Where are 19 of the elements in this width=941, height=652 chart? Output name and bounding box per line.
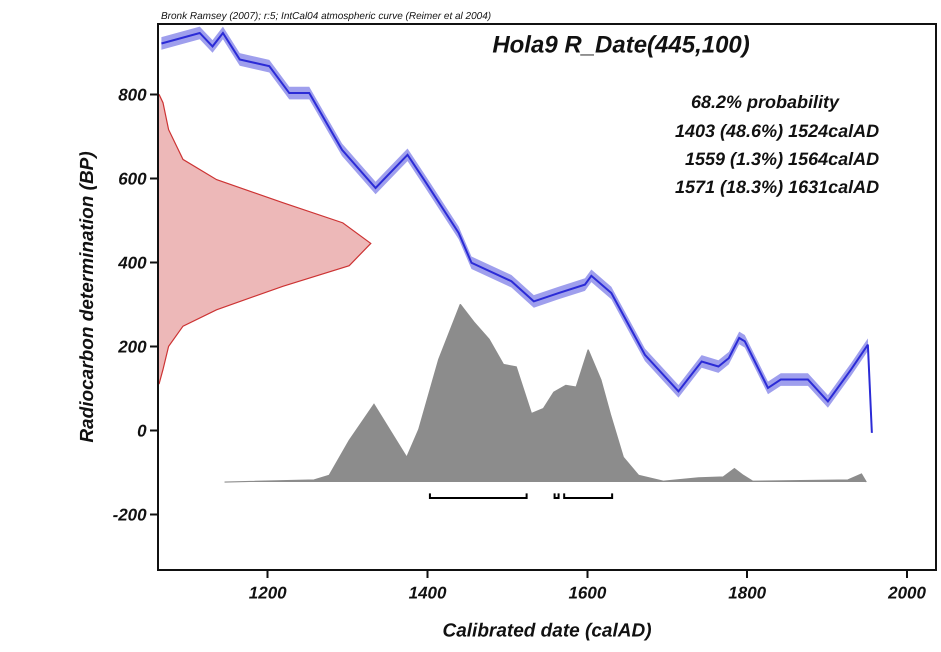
x-tick-label: 1400 xyxy=(408,583,447,602)
y-axis-title: Radiocarbon determination (BP) xyxy=(76,151,98,443)
y-tick-label: 200 xyxy=(117,337,148,356)
x-tick-label: 1200 xyxy=(248,583,288,602)
y-tick-label: 600 xyxy=(118,169,148,188)
annotation: 68.2% probability xyxy=(691,92,840,112)
x-axis-title: Calibrated date (calAD) xyxy=(442,620,652,642)
annotation: 1403 (48.6%) 1524calAD xyxy=(675,121,880,141)
text: Bronk Ramsey (2007); r:5; IntCal04 atmospheric curve (Reimer et al 2004) xyxy=(161,11,492,22)
y-tick-label: 800 xyxy=(118,85,148,104)
annotation: 1571 (18.3%) 1631calAD xyxy=(675,177,880,197)
x-tick-label: 1600 xyxy=(568,583,607,602)
x-tick-label: 2000 xyxy=(887,583,926,602)
y-tick-label: 400 xyxy=(117,253,148,272)
chart-title: Hola9 R_Date(445,100) xyxy=(492,32,750,59)
y-tick-label: -200 xyxy=(112,505,148,524)
y-tick-label: 0 xyxy=(137,421,148,440)
annotation: 1559 (1.3%) 1564calAD xyxy=(685,149,880,169)
x-tick-label: 1800 xyxy=(728,583,767,602)
